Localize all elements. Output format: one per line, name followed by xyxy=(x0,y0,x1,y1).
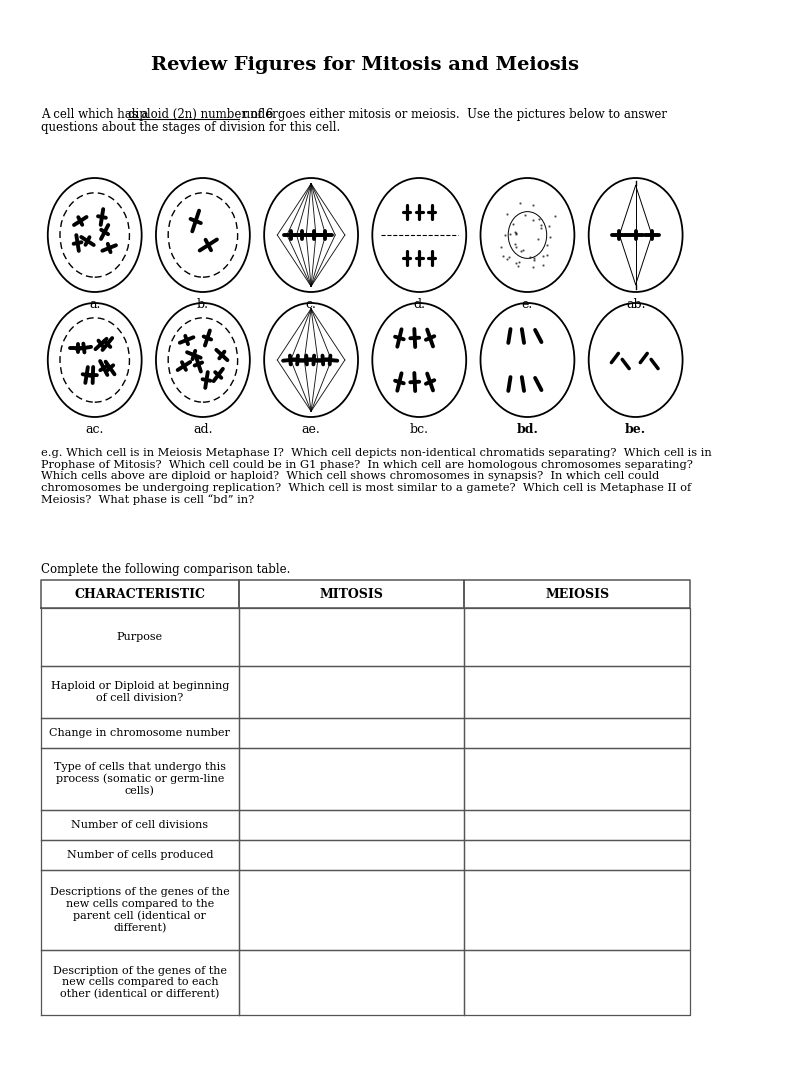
Text: bd.: bd. xyxy=(516,423,538,435)
Text: Review Figures for Mitosis and Meiosis: Review Figures for Mitosis and Meiosis xyxy=(151,56,579,74)
Text: Haploid or Diploid at beginning
of cell division?: Haploid or Diploid at beginning of cell … xyxy=(51,682,229,703)
Text: Change in chromosome number: Change in chromosome number xyxy=(49,728,231,738)
Text: c.: c. xyxy=(306,297,316,310)
Text: bc.: bc. xyxy=(410,423,429,435)
Text: d.: d. xyxy=(413,297,426,310)
Text: questions about the stages of division for this cell.: questions about the stages of division f… xyxy=(40,121,340,134)
Text: undergoes either mitosis or meiosis.  Use the pictures below to answer: undergoes either mitosis or meiosis. Use… xyxy=(239,108,667,121)
Text: b.: b. xyxy=(197,297,209,310)
Text: ab.: ab. xyxy=(626,297,646,310)
Text: MITOSIS: MITOSIS xyxy=(320,587,383,600)
Text: ae.: ae. xyxy=(302,423,320,435)
Text: a.: a. xyxy=(89,297,100,310)
Text: CHARACTERISTIC: CHARACTERISTIC xyxy=(74,587,205,600)
Text: be.: be. xyxy=(625,423,646,435)
Text: Type of cells that undergo this
process (somatic or germ-line
cells): Type of cells that undergo this process … xyxy=(54,762,226,796)
Text: MEIOSIS: MEIOSIS xyxy=(545,587,609,600)
Text: Complete the following comparison table.: Complete the following comparison table. xyxy=(40,563,290,576)
Text: Number of cells produced: Number of cells produced xyxy=(66,850,214,860)
Text: Description of the genes of the
new cells compared to each
other (identical or d: Description of the genes of the new cell… xyxy=(53,966,227,999)
Text: diploid (2n) number of 6: diploid (2n) number of 6 xyxy=(128,108,273,121)
Text: A cell which has a: A cell which has a xyxy=(40,108,152,121)
Text: Descriptions of the genes of the
new cells compared to the
parent cell (identica: Descriptions of the genes of the new cel… xyxy=(50,887,230,933)
Text: Purpose: Purpose xyxy=(116,632,163,642)
Text: ad.: ad. xyxy=(193,423,213,435)
Text: Number of cell divisions: Number of cell divisions xyxy=(71,820,209,830)
Text: e.: e. xyxy=(522,297,533,310)
Text: ac.: ac. xyxy=(86,423,104,435)
Text: e.g. Which cell is in Meiosis Metaphase I?  Which cell depicts non-identical chr: e.g. Which cell is in Meiosis Metaphase … xyxy=(40,448,711,505)
